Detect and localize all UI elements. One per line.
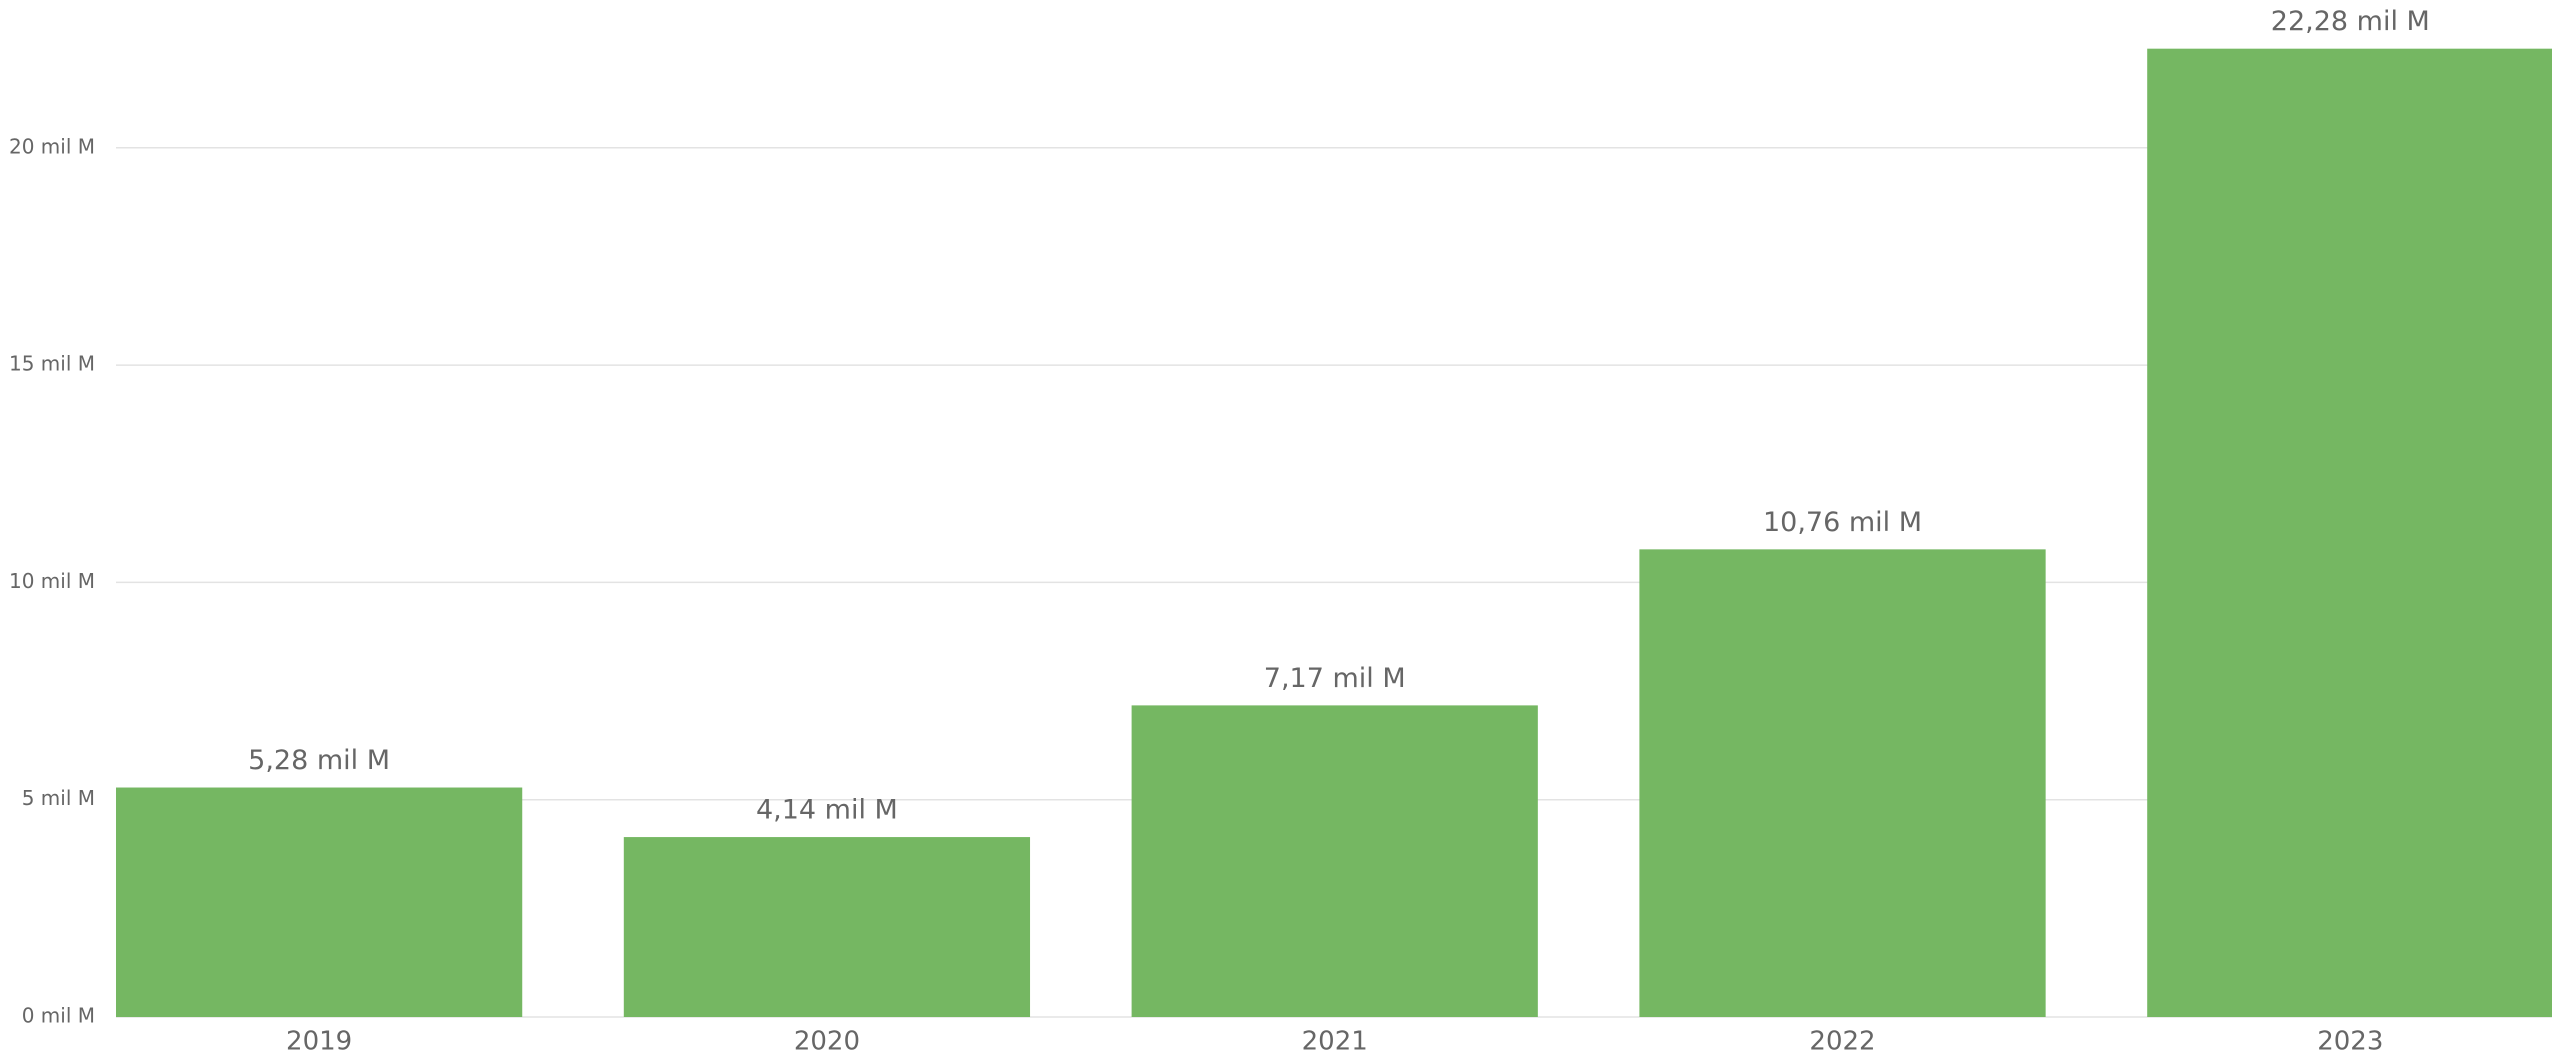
bar	[623, 837, 1031, 1017]
y-tick-label: 20 mil M	[9, 134, 95, 158]
value-label: 5,28 mil M	[248, 745, 390, 776]
value-label: 4,14 mil M	[756, 795, 898, 826]
y-tick-label: 15 mil M	[9, 352, 95, 376]
bar	[2147, 48, 2552, 1017]
x-tick-label: 2022	[1809, 1027, 1875, 1057]
bar	[1639, 549, 2046, 1017]
x-tick-label: 2021	[1302, 1027, 1368, 1057]
bar	[116, 787, 523, 1017]
bar	[1131, 705, 1538, 1017]
y-tick-label: 5 mil M	[22, 786, 95, 810]
x-tick-label: 2019	[286, 1027, 352, 1057]
value-label: 22,28 mil M	[2271, 6, 2430, 37]
y-tick-label: 0 mil M	[22, 1004, 95, 1028]
value-label: 7,17 mil M	[1264, 663, 1406, 694]
x-tick-label: 2020	[794, 1027, 860, 1057]
x-tick-label: 2023	[2317, 1027, 2383, 1057]
y-tick-label: 10 mil M	[9, 569, 95, 593]
value-label: 10,76 mil M	[1763, 507, 1922, 538]
